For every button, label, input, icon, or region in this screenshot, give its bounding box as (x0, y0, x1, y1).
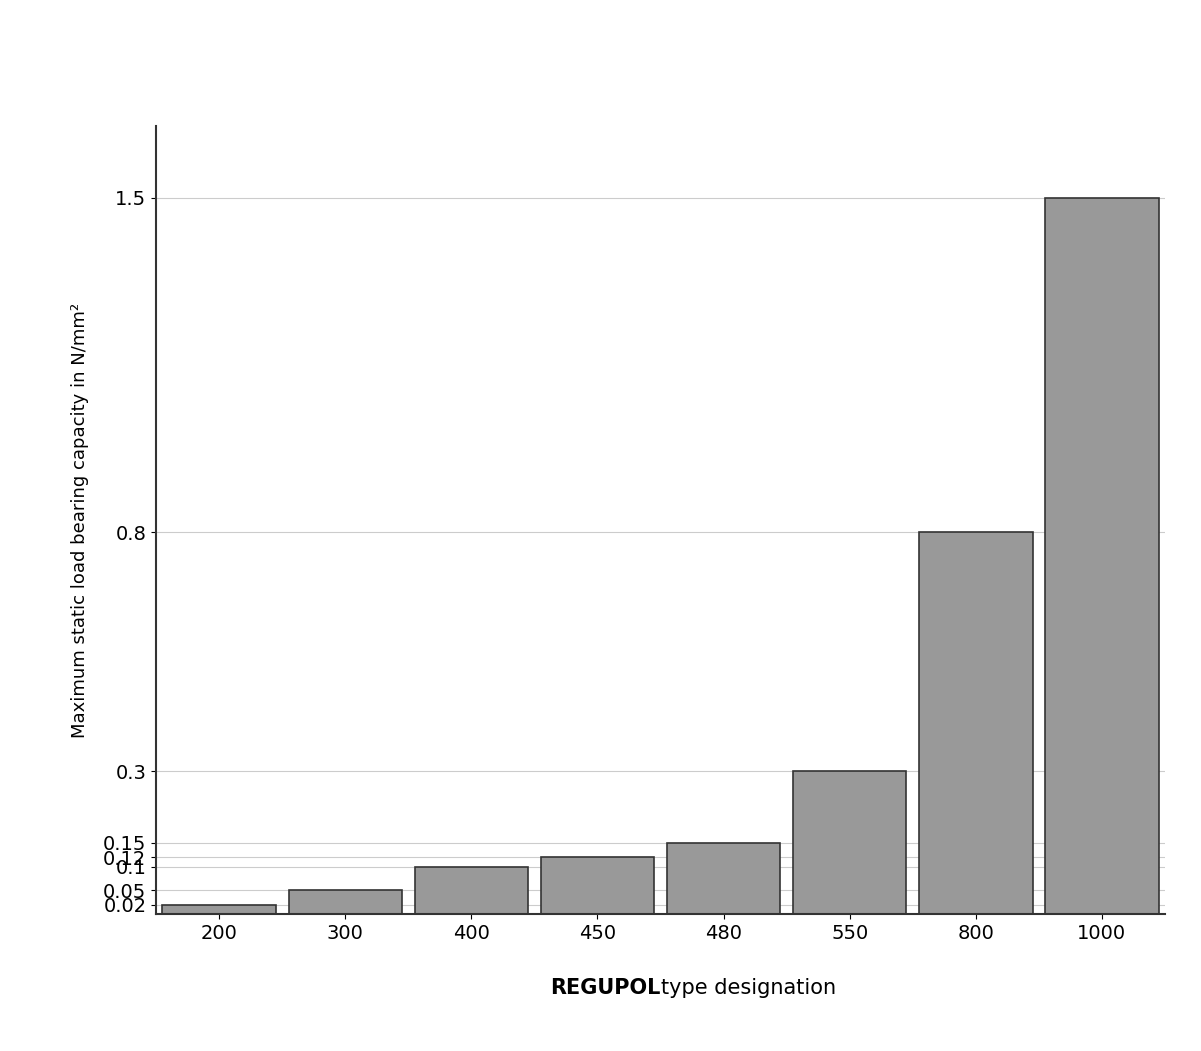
Bar (919, 532, 1033, 914)
Bar (162, 905, 276, 914)
Bar (540, 857, 655, 914)
Bar (288, 890, 402, 914)
Y-axis label: Maximum static load bearing capacity in N/mm²: Maximum static load bearing capacity in … (71, 303, 89, 738)
Text: type designation: type designation (661, 977, 836, 998)
Bar (414, 867, 528, 914)
Bar (667, 843, 781, 914)
Text: REGUPOL: REGUPOL (550, 977, 661, 998)
Text: REGUPOL vibration - Load ranges: REGUPOL vibration - Load ranges (186, 71, 758, 101)
Bar (793, 771, 907, 914)
Bar (1045, 198, 1159, 914)
